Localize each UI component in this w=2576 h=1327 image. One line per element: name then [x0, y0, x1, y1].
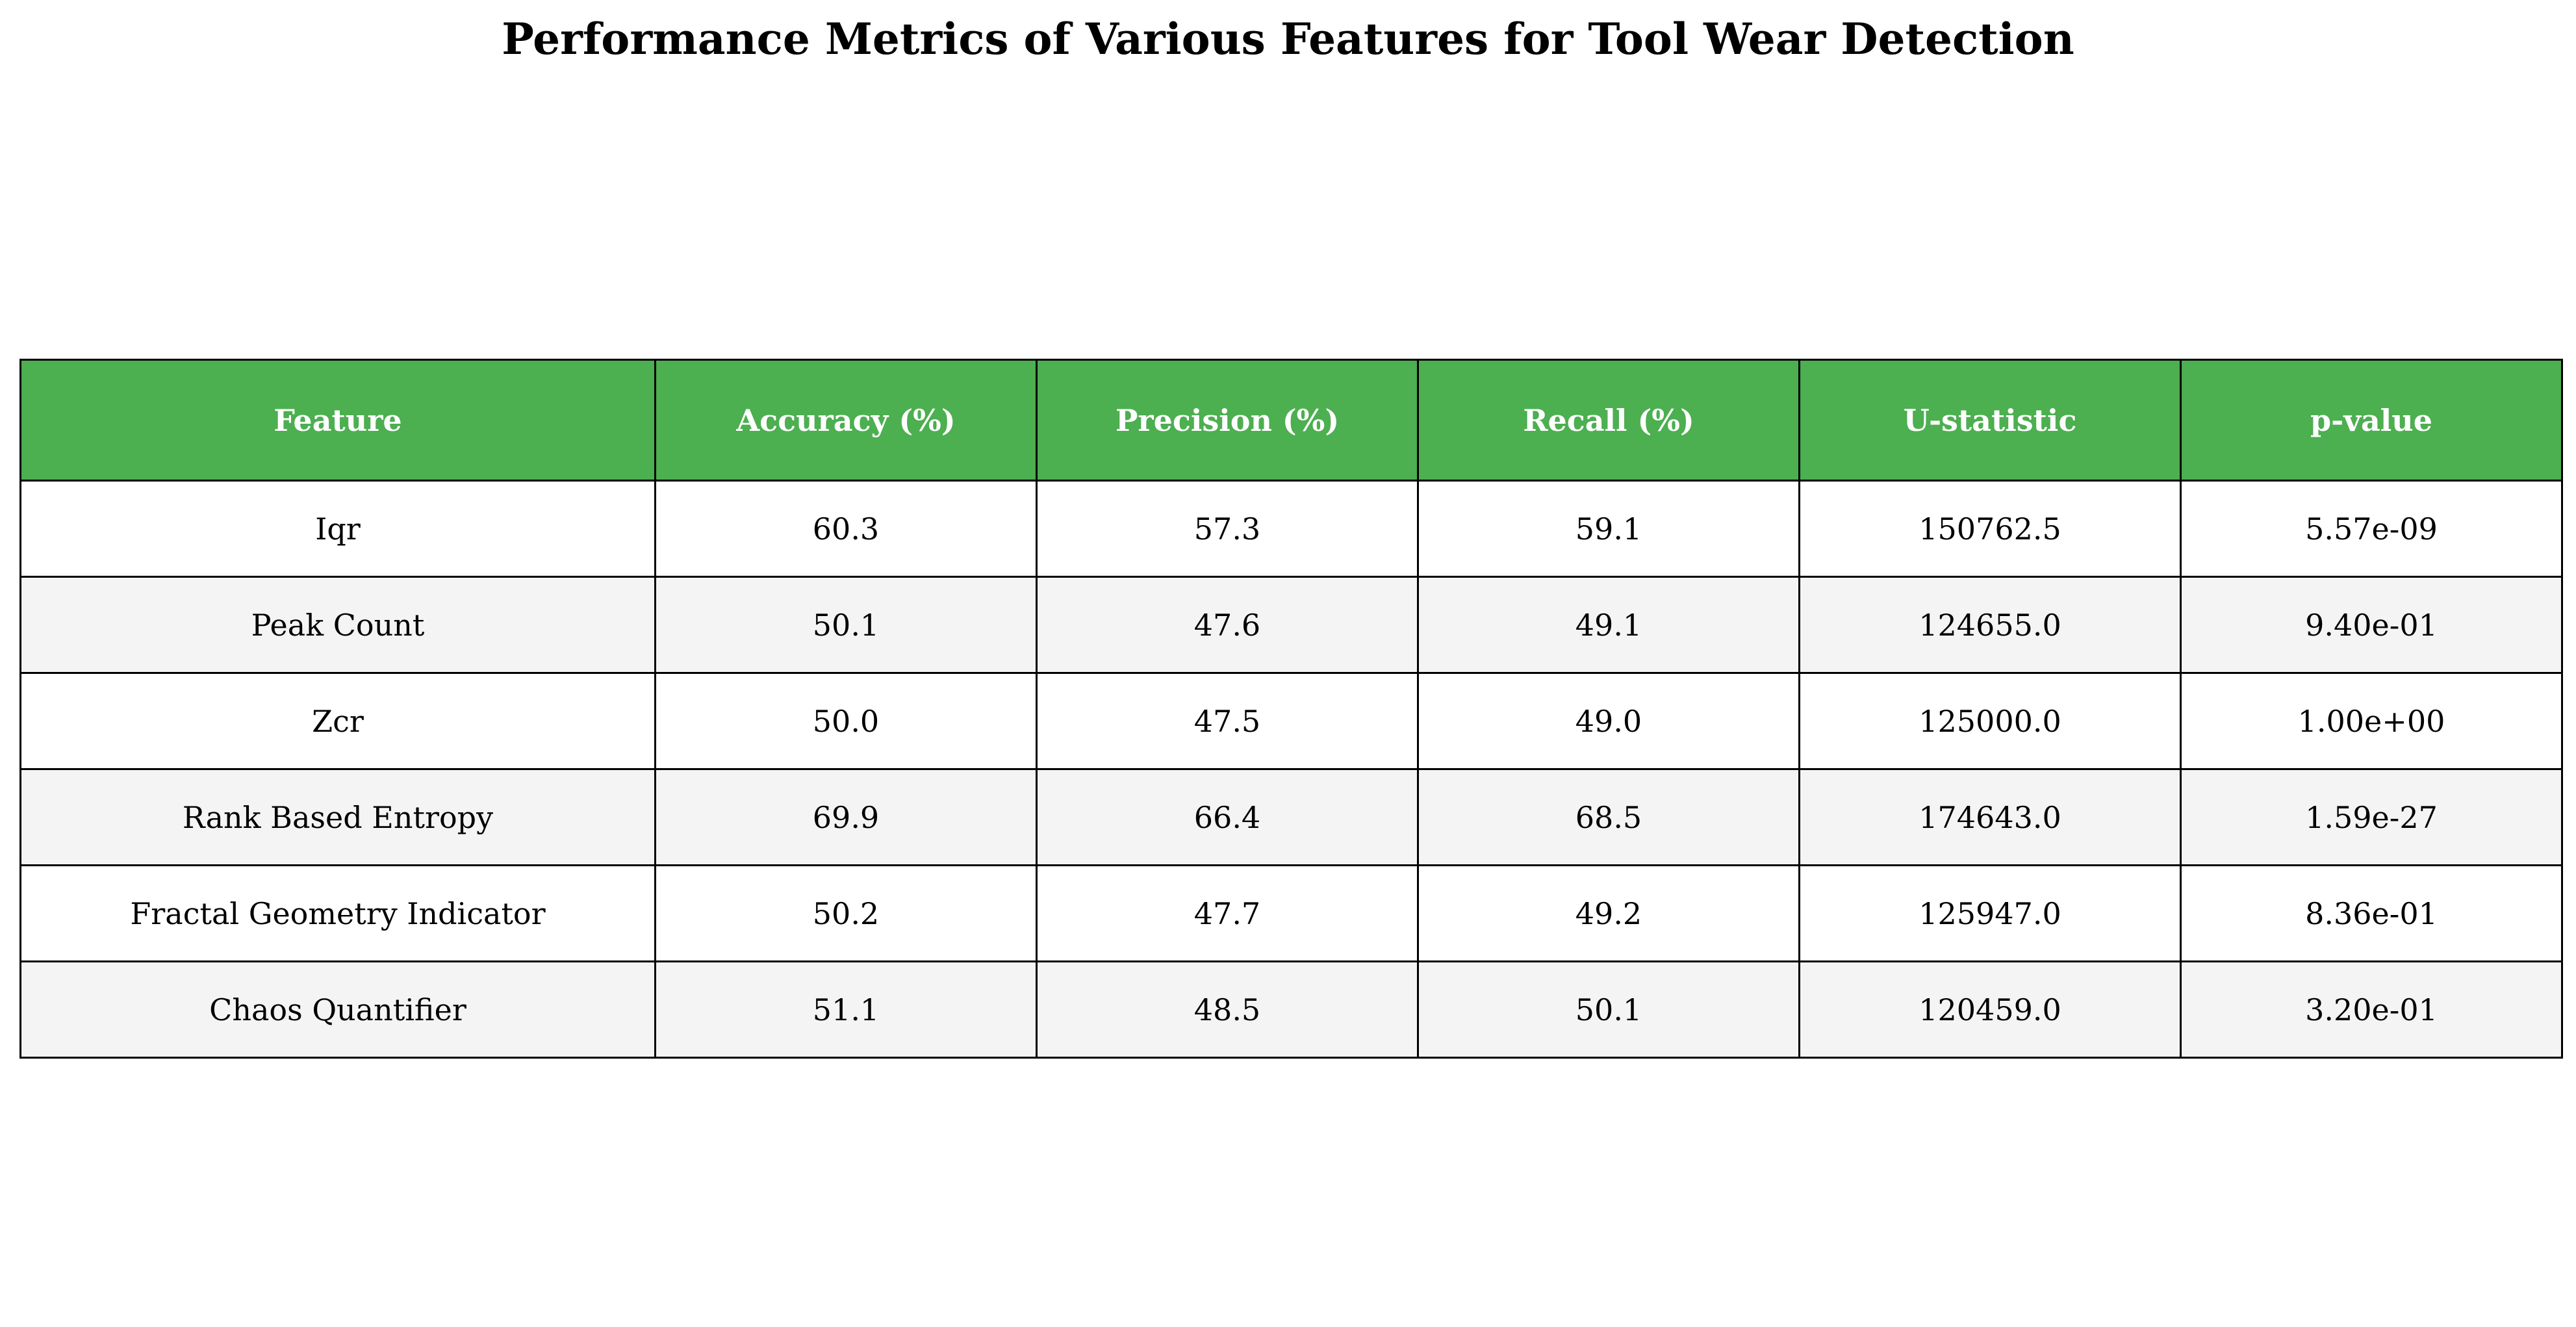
chart-title: Performance Metrics of Various Features … — [502, 14, 2074, 64]
cell-feature: Peak Count — [19, 576, 656, 674]
cell-feature: Iqr — [19, 480, 656, 578]
cell-precision: 47.6 — [1036, 576, 1419, 674]
cell-precision: 57.3 — [1036, 480, 1419, 578]
cell-p-value: 3.20e-01 — [2180, 960, 2563, 1059]
cell-feature: Zcr — [19, 672, 656, 770]
table-header: Feature Accuracy (%) Precision (%) Recall (… — [19, 359, 2563, 482]
metrics-table: Feature Accuracy (%) Precision (%) Recall (… — [19, 359, 2563, 1059]
table-row: Iqr 60.3 57.3 59.1 150762.5 5.57e-09 — [19, 480, 2563, 578]
cell-u-statistic: 124655.0 — [1798, 576, 2182, 674]
column-header-recall: Recall (%) — [1417, 359, 1800, 482]
cell-u-statistic: 174643.0 — [1798, 768, 2182, 866]
table-body: Iqr 60.3 57.3 59.1 150762.5 5.57e-09 Peak Coun… — [19, 480, 2563, 1059]
cell-recall: 50.1 — [1417, 960, 1800, 1059]
cell-accuracy: 50.1 — [654, 576, 1038, 674]
cell-p-value: 1.00e+00 — [2180, 672, 2563, 770]
table-row: Rank Based Entropy 69.9 66.4 68.5 174643.0 1.… — [19, 768, 2563, 866]
cell-precision: 47.5 — [1036, 672, 1419, 770]
column-header-precision: Precision (%) — [1036, 359, 1419, 482]
cell-p-value: 9.40e-01 — [2180, 576, 2563, 674]
cell-p-value: 5.57e-09 — [2180, 480, 2563, 578]
cell-u-statistic: 125000.0 — [1798, 672, 2182, 770]
cell-accuracy: 51.1 — [654, 960, 1038, 1059]
table-row: Peak Count 50.1 47.6 49.1 124655.0 9.40e-01 — [19, 576, 2563, 674]
cell-recall: 49.1 — [1417, 576, 1800, 674]
column-header-accuracy: Accuracy (%) — [654, 359, 1038, 482]
column-header-u-statistic: U-statistic — [1798, 359, 2182, 482]
cell-precision: 47.7 — [1036, 864, 1419, 962]
cell-accuracy: 60.3 — [654, 480, 1038, 578]
column-header-p-value: p-value — [2180, 359, 2563, 482]
cell-feature: Rank Based Entropy — [19, 768, 656, 866]
table-row: Fractal Geometry Indicator 50.2 47.7 49.2 12… — [19, 864, 2563, 962]
table-row: Chaos Quantifier 51.1 48.5 50.1 120459.0 3.20… — [19, 960, 2563, 1059]
cell-u-statistic: 125947.0 — [1798, 864, 2182, 962]
cell-recall: 68.5 — [1417, 768, 1800, 866]
column-header-feature: Feature — [19, 359, 656, 482]
cell-accuracy: 50.2 — [654, 864, 1038, 962]
cell-recall: 49.0 — [1417, 672, 1800, 770]
cell-precision: 66.4 — [1036, 768, 1419, 866]
table-row: Zcr 50.0 47.5 49.0 125000.0 1.00e+00 — [19, 672, 2563, 770]
cell-accuracy: 50.0 — [654, 672, 1038, 770]
cell-accuracy: 69.9 — [654, 768, 1038, 866]
cell-p-value: 1.59e-27 — [2180, 768, 2563, 866]
header-row: Feature Accuracy (%) Precision (%) Recall (… — [19, 359, 2563, 482]
cell-u-statistic: 150762.5 — [1798, 480, 2182, 578]
cell-recall: 59.1 — [1417, 480, 1800, 578]
cell-p-value: 8.36e-01 — [2180, 864, 2563, 962]
cell-feature: Chaos Quantifier — [19, 960, 656, 1059]
cell-recall: 49.2 — [1417, 864, 1800, 962]
cell-precision: 48.5 — [1036, 960, 1419, 1059]
cell-u-statistic: 120459.0 — [1798, 960, 2182, 1059]
cell-feature: Fractal Geometry Indicator — [19, 864, 656, 962]
